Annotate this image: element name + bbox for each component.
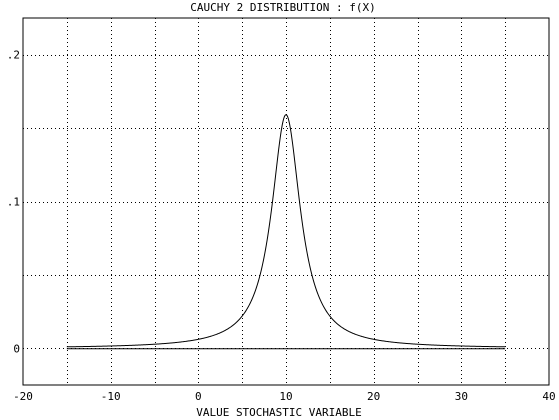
x-axis-label: VALUE STOCHASTIC VARIABLE [196, 406, 362, 419]
x-tick-labels: -20 -10 0 10 20 30 40 [13, 390, 556, 403]
x-tick-label: 20 [367, 390, 380, 403]
x-tick-label: 10 [279, 390, 292, 403]
y-tick-label: .2 [7, 49, 20, 62]
y-tick-labels: 0 .1 .2 [7, 49, 20, 356]
x-tick-label: -10 [101, 390, 121, 403]
chart-title: CAUCHY 2 DISTRIBUTION : f(X) [190, 1, 375, 14]
density-curve [66, 114, 506, 348]
grid [23, 18, 549, 385]
series-layer [66, 114, 506, 350]
x-tick-label: -20 [13, 390, 33, 403]
x-tick-label: 30 [455, 390, 468, 403]
plot-frame [22, 17, 550, 386]
y-tick-label: 0 [13, 342, 20, 355]
y-tick-label: .1 [7, 196, 20, 209]
x-tick-label: 0 [195, 390, 202, 403]
x-tick-label: 40 [542, 390, 555, 403]
